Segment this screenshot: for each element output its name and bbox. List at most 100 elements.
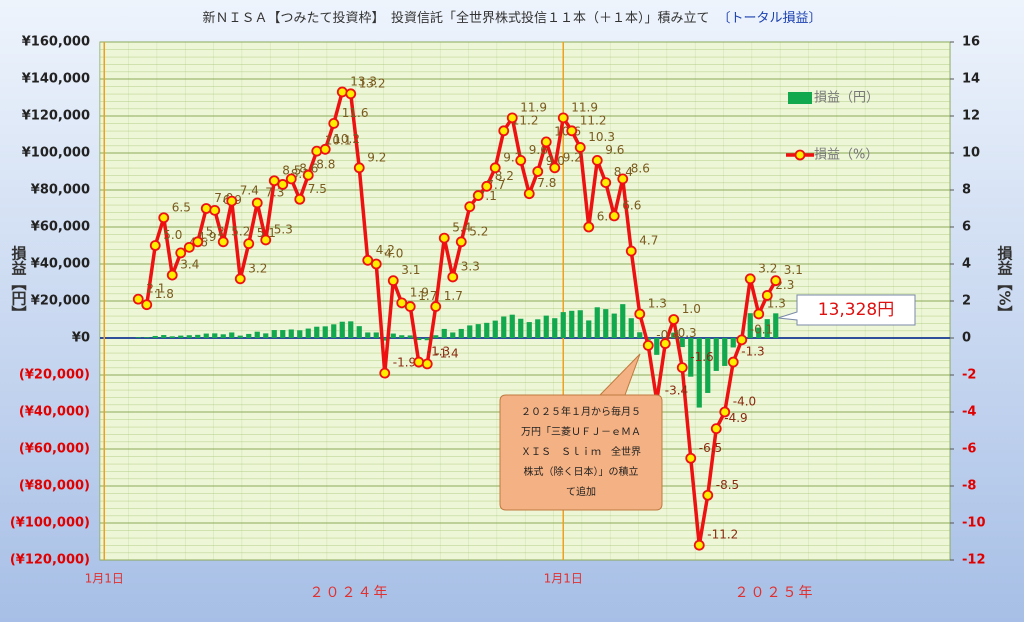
bar [203,333,209,338]
marker [251,197,263,209]
marker [515,154,527,166]
bar [560,312,566,338]
bar [603,309,609,338]
bar [161,335,167,338]
y2-tick-label: -12 [962,553,986,568]
bar [764,319,770,338]
bar [611,313,617,338]
marker [404,301,416,312]
data-label: 13.3 [350,74,377,88]
marker [506,112,518,124]
y2-tick-label: 12 [962,109,980,124]
bar [713,338,719,371]
data-label: 11.9 [520,100,547,114]
bar [569,310,575,338]
marker [549,162,561,174]
marker [192,236,204,248]
bar [484,322,490,338]
data-label: 1.7 [418,289,437,303]
bar [288,329,294,338]
data-label: 11.2 [512,113,539,127]
x-group-label: ２０２５年 [735,585,815,601]
marker [617,173,629,185]
y-tick-label: ¥120,000 [22,109,90,124]
data-label: 5.3 [274,222,293,236]
marker [370,258,382,270]
bar [467,325,473,338]
data-label: 1.3 [767,296,786,310]
marker [217,236,229,248]
y-tick-label: ¥80,000 [31,183,90,198]
bar [594,307,600,338]
marker [362,254,374,266]
bar [424,338,430,341]
total-callout: 13,328円 [818,300,894,320]
data-label: 8.5 [282,163,301,177]
bar [526,322,532,338]
marker [200,203,212,214]
marker [336,86,348,98]
marker [685,452,697,464]
bar [696,338,702,408]
data-label: 4.7 [639,234,658,248]
marker [396,297,408,309]
note-line: て追加 [566,485,596,498]
data-label: -3.4 [665,383,688,397]
title-main: 新ＮＩＳＡ【つみたて投資枠】 投資信託「全世界株式投信１１本（＋１本）」積み立て [202,10,709,26]
marker [532,166,544,177]
y2-tick-label: -6 [962,442,976,457]
data-label: 6.6 [622,198,641,212]
y-tick-label: (¥100,000) [10,516,90,531]
y-tick-label: ¥140,000 [22,72,90,87]
marker [693,539,705,551]
y-tick-label: (¥40,000) [19,405,90,420]
y-tick-label: ¥160,000 [22,35,90,50]
marker [319,143,331,155]
bar [169,336,175,338]
marker [574,142,586,153]
data-label: -0.4 [656,328,679,342]
data-label: 8.2 [495,169,514,183]
marker [702,489,714,501]
data-label: 3.1 [784,263,803,277]
bar [628,318,634,338]
y-tick-label: ¥60,000 [31,220,90,235]
bar [178,335,184,338]
legend-marker [794,149,806,161]
marker [591,154,603,166]
marker [770,275,782,287]
marker [566,125,578,137]
data-label: -1.3 [741,345,764,359]
marker [608,210,620,222]
marker [472,190,484,201]
bar [475,324,481,338]
data-label: 10.1 [325,134,352,148]
y2-tick-label: -4 [962,405,976,420]
data-label: -8.5 [716,478,739,492]
legend-label: 損益（%） [814,148,878,163]
data-label: 7.3 [265,185,284,199]
marker [345,88,357,100]
data-label: 5.2 [469,224,488,238]
bar [373,332,379,338]
bar [543,315,549,338]
y-tick-label: ¥20,000 [31,294,90,309]
data-label: 1.3 [648,296,667,310]
bar [348,321,354,338]
bar [144,337,150,338]
marker [761,290,773,301]
marker [149,240,161,251]
bar [671,332,677,338]
marker [430,301,442,312]
bar [220,334,226,338]
plot: ¥160,000 ¥140,000 ¥120,000 ¥100,000 ¥80,000 ¥… [10,35,986,602]
data-label: 1.7 [444,289,463,303]
bar [246,333,252,338]
bar [458,328,464,338]
data-label: 9.6 [529,143,548,157]
bar [365,332,371,338]
marker [676,362,688,374]
marker [294,193,306,205]
marker [455,236,467,248]
y2-axis-title: 損益【%】 [996,245,1014,321]
